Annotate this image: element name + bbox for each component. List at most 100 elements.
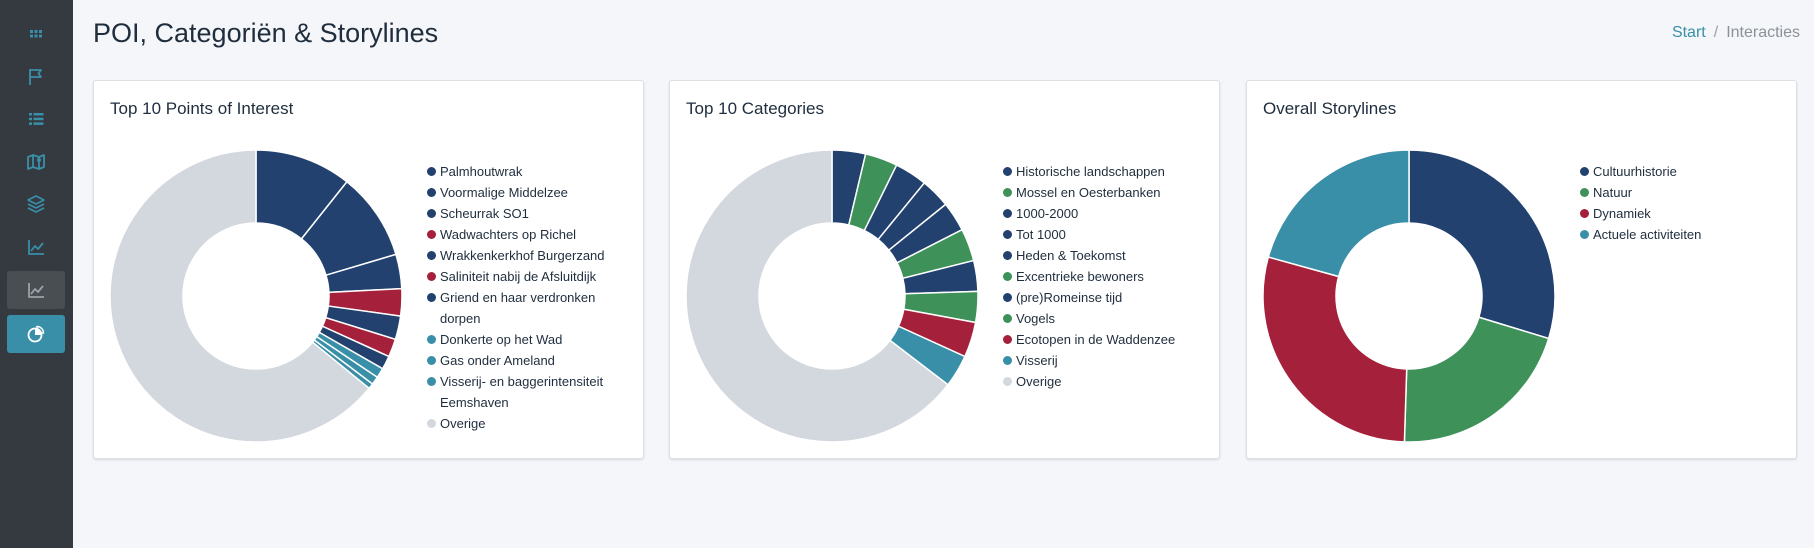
legend-label: Natuur <box>1593 185 1633 200</box>
legend-swatch <box>427 188 436 197</box>
legend-swatch <box>427 230 436 239</box>
poi-donut-chart <box>110 150 402 442</box>
nav-interactions[interactable] <box>7 315 65 353</box>
legend-label: Actuele activiteiten <box>1593 227 1702 242</box>
pie-chart-icon <box>27 325 45 343</box>
legend-label: Vogels <box>1016 311 1056 326</box>
legend-swatch <box>427 335 436 344</box>
legend-label: Wrakkenkerkhof Burgerzand <box>440 248 605 263</box>
flag-icon <box>29 69 42 85</box>
legend-item[interactable]: Scheurrak SO1 <box>427 203 632 224</box>
categories-card-title: Top 10 Categories <box>686 99 824 118</box>
legend-swatch <box>427 356 436 365</box>
legend-item[interactable]: Griend en haar verdronken dorpen <box>427 287 632 329</box>
legend-label: Historische landschappen <box>1016 164 1165 179</box>
legend-swatch <box>427 209 436 218</box>
legend-item[interactable]: Tot 1000 <box>1003 224 1208 245</box>
breadcrumb-current: Interacties <box>1726 24 1800 41</box>
legend-label: Overige <box>1016 374 1062 389</box>
layers-icon <box>27 195 45 213</box>
legend-swatch <box>1003 335 1012 344</box>
poi-card: Top 10 Points of Interest Palmhoutwrak Vo… <box>93 80 644 459</box>
breadcrumb-separator: / <box>1713 24 1719 41</box>
legend-item[interactable]: Actuele activiteiten <box>1580 224 1785 245</box>
nav-map[interactable] <box>7 143 65 181</box>
legend-label: Dynamiek <box>1593 206 1651 221</box>
donut-slice[interactable] <box>110 150 371 442</box>
nav-statistics[interactable] <box>7 228 65 266</box>
legend-label: Donkerte op het Wad <box>440 332 563 347</box>
legend-label: Visserij <box>1016 353 1058 368</box>
nav-dashboard[interactable] <box>7 15 65 53</box>
nav-layers[interactable] <box>7 185 65 223</box>
legend-item[interactable]: Visserij- en baggerintensiteit Eemshaven <box>427 371 632 413</box>
legend-swatch <box>1003 356 1012 365</box>
legend-item[interactable]: Overige <box>427 413 632 434</box>
breadcrumb: Start / Interacties <box>1672 24 1800 42</box>
legend-item[interactable]: Gas onder Ameland <box>427 350 632 371</box>
donut-slice[interactable] <box>686 150 949 442</box>
donut-slice[interactable] <box>1403 316 1550 442</box>
legend-swatch <box>1003 314 1012 323</box>
legend-item[interactable]: Cultuurhistorie <box>1580 161 1785 182</box>
storylines-card: Overall Storylines Cultuurhistorie Natuur… <box>1246 80 1797 459</box>
storylines-card-title: Overall Storylines <box>1263 99 1397 118</box>
legend-item[interactable]: Natuur <box>1580 182 1785 203</box>
legend-item[interactable]: Donkerte op het Wad <box>427 329 632 350</box>
legend-label: (pre)Romeinse tijd <box>1016 290 1123 305</box>
legend-item[interactable]: Vogels <box>1003 308 1208 329</box>
legend-swatch <box>427 377 436 386</box>
donut-slice[interactable] <box>1267 150 1410 278</box>
legend-item[interactable]: (pre)Romeinse tijd <box>1003 287 1208 308</box>
legend-item[interactable]: Saliniteit nabij de Afsluitdijk <box>427 266 632 287</box>
legend-item[interactable]: Overige <box>1003 371 1208 392</box>
legend-swatch <box>1580 230 1589 239</box>
sidebar <box>0 0 73 548</box>
breadcrumb-home-link[interactable]: Start <box>1671 24 1706 41</box>
legend-label: Visserij- en baggerintensiteit Eemshaven <box>440 374 604 410</box>
legend-swatch <box>1003 272 1012 281</box>
legend-item[interactable]: Ecotopen in de Waddenzee <box>1003 329 1208 350</box>
legend-swatch <box>1003 377 1012 386</box>
legend-item[interactable]: Historische landschappen <box>1003 161 1208 182</box>
legend-item[interactable]: Palmhoutwrak <box>427 161 632 182</box>
legend-swatch <box>1003 167 1012 176</box>
legend-item[interactable]: Heden & Toekomst <box>1003 245 1208 266</box>
legend-label: Cultuurhistorie <box>1593 164 1677 179</box>
legend-item[interactable]: Excentrieke bewoners <box>1003 266 1208 287</box>
nav-list[interactable] <box>7 100 65 138</box>
storylines-legend: Cultuurhistorie Natuur Dynamiek Actuele act… <box>1580 161 1785 245</box>
legend-item[interactable]: Visserij <box>1003 350 1208 371</box>
categories-donut-chart <box>686 150 978 442</box>
legend-item[interactable]: Wrakkenkerkhof Burgerzand <box>427 245 632 266</box>
legend-swatch <box>1003 230 1012 239</box>
poi-card-title: Top 10 Points of Interest <box>110 99 294 118</box>
legend-item[interactable]: Voormalige Middelzee <box>427 182 632 203</box>
legend-label: Saliniteit nabij de Afsluitdijk <box>440 269 597 284</box>
legend-item[interactable]: Wadwachters op Richel <box>427 224 632 245</box>
legend-swatch <box>427 167 436 176</box>
nav-statistics-alt[interactable] <box>7 271 65 309</box>
legend-item[interactable]: Dynamiek <box>1580 203 1785 224</box>
categories-legend: Historische landschappen Mossel en Oester… <box>1003 161 1208 392</box>
donut-slice[interactable] <box>1408 150 1555 340</box>
legend-label: Gas onder Ameland <box>440 353 555 368</box>
legend-item[interactable]: Mossel en Oesterbanken <box>1003 182 1208 203</box>
legend-label: Tot 1000 <box>1016 227 1066 242</box>
storylines-donut-chart <box>1263 150 1555 442</box>
legend-swatch <box>1003 209 1012 218</box>
legend-swatch <box>427 272 436 281</box>
legend-swatch <box>427 419 436 428</box>
legend-swatch <box>427 293 436 302</box>
legend-label: Voormalige Middelzee <box>440 185 568 200</box>
legend-label: Mossel en Oesterbanken <box>1016 185 1161 200</box>
legend-swatch <box>1580 209 1589 218</box>
categories-card: Top 10 Categories Historische landschapp… <box>669 80 1220 459</box>
legend-item[interactable]: 1000-2000 <box>1003 203 1208 224</box>
legend-swatch <box>1580 167 1589 176</box>
nav-flags[interactable] <box>7 58 65 96</box>
line-chart-icon <box>28 240 44 255</box>
donut-slice[interactable] <box>1263 256 1408 442</box>
legend-swatch <box>1003 251 1012 260</box>
legend-label: Overige <box>440 416 486 431</box>
